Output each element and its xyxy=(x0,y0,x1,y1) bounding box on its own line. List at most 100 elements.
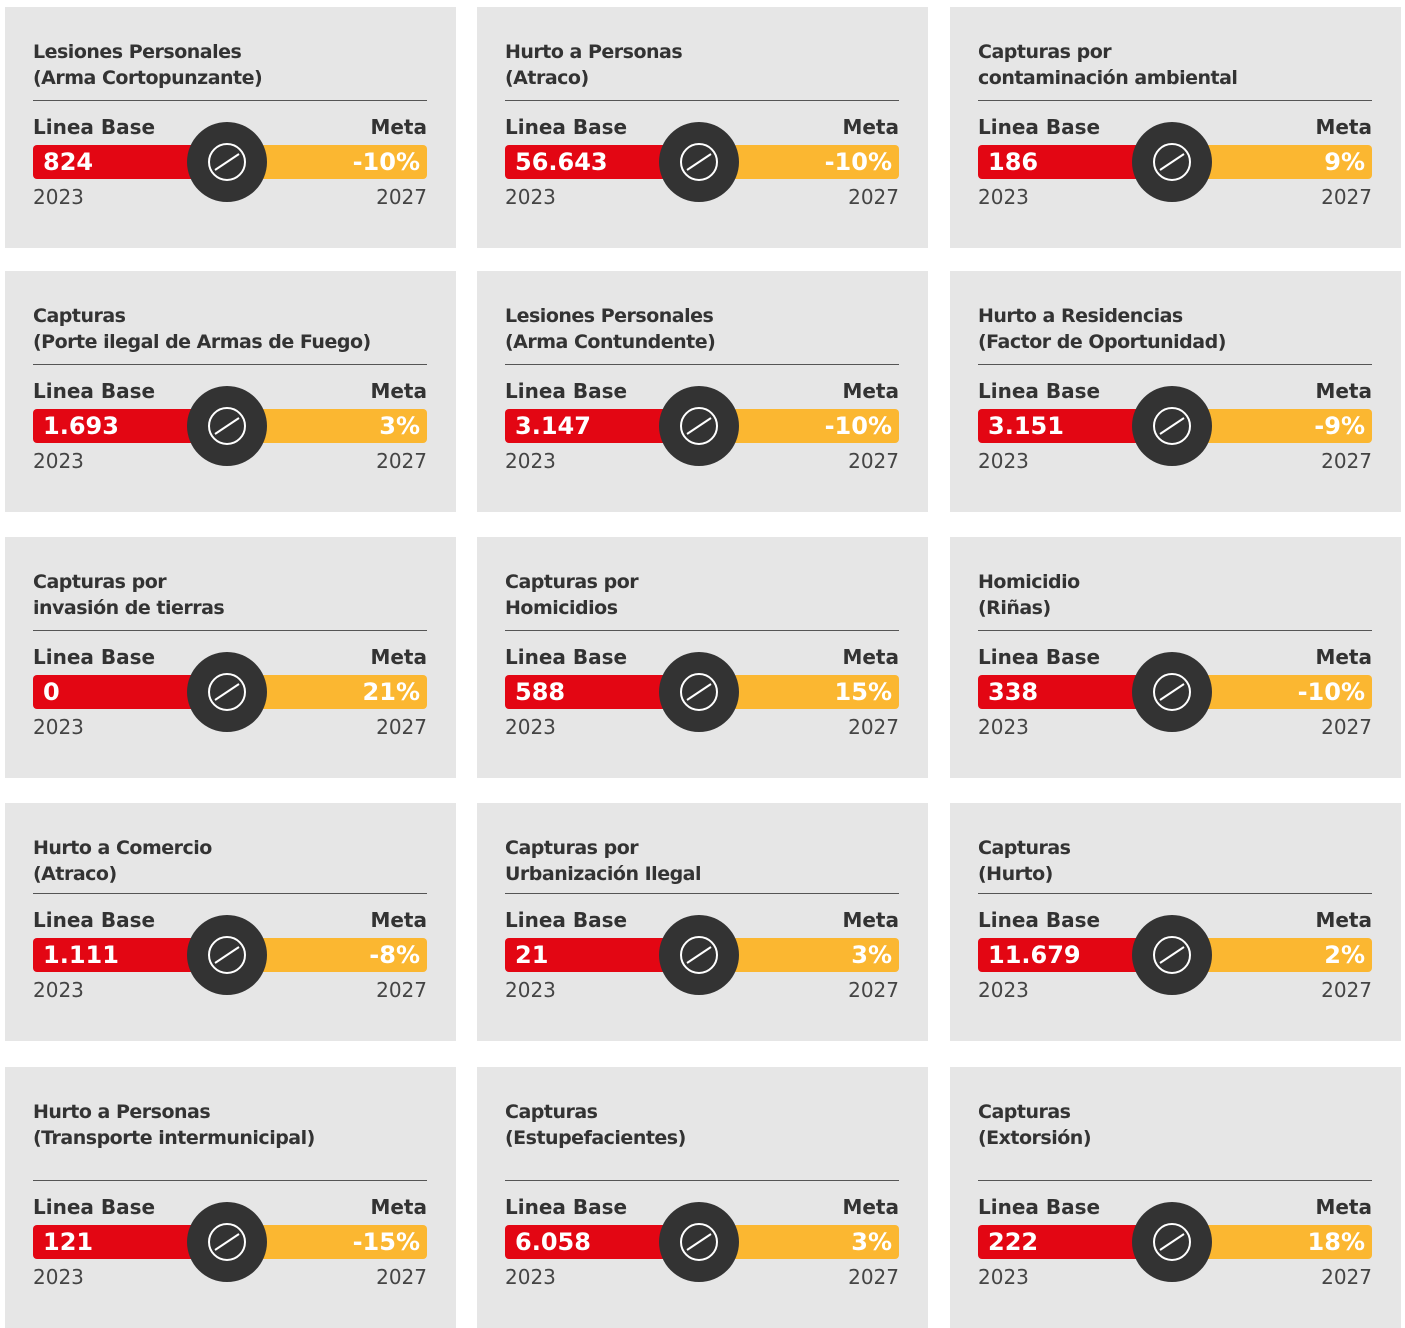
icon xyxy=(187,1202,267,1282)
meta-year: 2027 xyxy=(848,978,899,1002)
indicator-card: Capturas (Porte ilegal de Armas de Fuego)… xyxy=(5,271,456,512)
icon-glyph xyxy=(1153,936,1191,974)
meta-year: 2027 xyxy=(848,185,899,209)
meta-label: Meta xyxy=(842,645,899,669)
card-title: Hurto a Personas xyxy=(33,1101,211,1123)
icon xyxy=(187,652,267,732)
card-title: Capturas por xyxy=(505,571,639,593)
icon xyxy=(1132,1202,1212,1282)
base-year: 2023 xyxy=(33,1265,84,1289)
meta-year: 2027 xyxy=(848,449,899,473)
meta-label: Meta xyxy=(1315,645,1372,669)
meta-value: 3% xyxy=(851,1228,892,1256)
icon-glyph xyxy=(680,143,718,181)
meta-label: Meta xyxy=(1315,115,1372,139)
meta-label: Meta xyxy=(842,379,899,403)
base-value: 824 xyxy=(43,148,94,176)
indicator-card: Capturas (Extorsión) Linea Base Meta 222 18% 2… xyxy=(950,1067,1401,1328)
meta-label: Meta xyxy=(842,1195,899,1219)
card-title: (Hurto) xyxy=(978,863,1053,885)
card-title: Capturas por xyxy=(33,571,167,593)
base-label: Linea Base xyxy=(978,379,1101,403)
base-year: 2023 xyxy=(978,185,1029,209)
meta-value: 21% xyxy=(362,678,420,706)
indicator-card: Hurto a Comercio (Atraco) Linea Base Meta 1.… xyxy=(5,803,456,1041)
icon-glyph xyxy=(1153,143,1191,181)
meta-label: Meta xyxy=(842,908,899,932)
base-label: Linea Base xyxy=(978,645,1101,669)
meta-year: 2027 xyxy=(1321,1265,1372,1289)
base-value: 222 xyxy=(988,1228,1039,1256)
base-value: 56.643 xyxy=(515,148,608,176)
card-title: invasión de tierras xyxy=(33,597,225,619)
base-label: Linea Base xyxy=(505,908,628,932)
base-value: 588 xyxy=(515,678,566,706)
card-title: (Extorsión) xyxy=(978,1127,1092,1149)
card-title: (Porte ilegal de Armas de Fuego) xyxy=(33,331,371,353)
icon-glyph xyxy=(208,407,246,445)
meta-year: 2027 xyxy=(1321,715,1372,739)
indicator-card: Capturas por invasión de tierras Linea Bas… xyxy=(5,537,456,778)
icon xyxy=(659,122,739,202)
card-title: Urbanización Ilegal xyxy=(505,863,702,885)
indicator-card: Capturas por Homicidios Linea Base Meta 588 1… xyxy=(477,537,928,778)
base-label: Linea Base xyxy=(33,379,156,403)
meta-year: 2027 xyxy=(376,185,427,209)
divider xyxy=(33,630,427,631)
card-title: Lesiones Personales xyxy=(33,41,242,63)
divider xyxy=(978,364,1372,365)
card-title: (Transporte intermunicipal) xyxy=(33,1127,315,1149)
icon-glyph xyxy=(680,673,718,711)
divider xyxy=(505,364,899,365)
base-value: 11.679 xyxy=(988,941,1081,969)
base-value: 186 xyxy=(988,148,1039,176)
meta-year: 2027 xyxy=(848,715,899,739)
base-value: 1.693 xyxy=(43,412,119,440)
card-title: (Atraco) xyxy=(505,67,589,89)
meta-value: 15% xyxy=(834,678,892,706)
icon-glyph xyxy=(208,143,246,181)
meta-value: 18% xyxy=(1307,1228,1365,1256)
card-title: (Arma Contundente) xyxy=(505,331,716,353)
base-label: Linea Base xyxy=(33,1195,156,1219)
divider xyxy=(33,364,427,365)
icon-glyph xyxy=(680,1223,718,1261)
meta-label: Meta xyxy=(370,645,427,669)
icon xyxy=(1132,122,1212,202)
base-value: 21 xyxy=(515,941,549,969)
meta-year: 2027 xyxy=(1321,185,1372,209)
meta-label: Meta xyxy=(1315,379,1372,403)
meta-label: Meta xyxy=(842,115,899,139)
icon-glyph xyxy=(1153,1223,1191,1261)
base-year: 2023 xyxy=(505,185,556,209)
indicator-card: Hurto a Personas (Transporte intermunicip… xyxy=(5,1067,456,1328)
icon xyxy=(1132,652,1212,732)
divider xyxy=(978,893,1372,894)
meta-value: -10% xyxy=(824,148,892,176)
base-value: 0 xyxy=(43,678,60,706)
base-value: 6.058 xyxy=(515,1228,591,1256)
meta-value: 3% xyxy=(851,941,892,969)
meta-label: Meta xyxy=(370,379,427,403)
icon-glyph xyxy=(1153,407,1191,445)
divider xyxy=(505,893,899,894)
meta-value: -15% xyxy=(352,1228,420,1256)
base-year: 2023 xyxy=(33,978,84,1002)
card-title: Capturas xyxy=(978,837,1071,859)
divider xyxy=(33,100,427,101)
meta-value: -9% xyxy=(1314,412,1365,440)
card-title: Hurto a Residencias xyxy=(978,305,1183,327)
card-title: Capturas por xyxy=(505,837,639,859)
indicator-card: Lesiones Personales (Arma Contundente) Lin… xyxy=(477,271,928,512)
card-title: (Factor de Oportunidad) xyxy=(978,331,1226,353)
base-value: 121 xyxy=(43,1228,94,1256)
card-title: (Arma Cortopunzante) xyxy=(33,67,263,89)
icon-glyph xyxy=(1153,673,1191,711)
base-label: Linea Base xyxy=(33,908,156,932)
meta-year: 2027 xyxy=(376,1265,427,1289)
card-title: Capturas xyxy=(33,305,126,327)
card-title: Capturas xyxy=(978,1101,1071,1123)
icon xyxy=(1132,386,1212,466)
indicator-card: Capturas por contaminación ambiental Linea… xyxy=(950,7,1401,248)
base-year: 2023 xyxy=(33,449,84,473)
